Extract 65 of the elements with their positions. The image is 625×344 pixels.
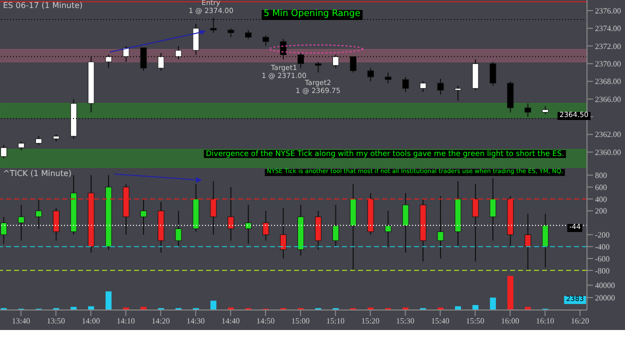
y-tick-label: 600 <box>595 182 607 192</box>
y-tick-label: 2360.00 <box>595 148 621 157</box>
x-tick-label: 14:00 <box>82 316 100 326</box>
x-tick-label: 14:30 <box>186 316 205 326</box>
candlestick <box>454 180 462 248</box>
y-tick-label: 2366.00 <box>595 94 621 104</box>
candlestick <box>35 198 42 230</box>
x-tick-label: 15:40 <box>431 316 450 326</box>
y-tick-label: 2372.00 <box>595 42 621 51</box>
y-tick-label: 400 <box>595 194 607 204</box>
y-tick-label: -200 <box>595 230 610 240</box>
x-tick-label: 15:20 <box>361 316 380 326</box>
x-tick-label: 14:20 <box>152 316 170 326</box>
y-tick-label: 800 <box>595 170 607 180</box>
y-tick-label: -400 <box>595 242 610 252</box>
bar <box>507 276 514 310</box>
candlestick <box>228 186 234 242</box>
y-tick-label: 2374.00 <box>595 24 621 34</box>
y-tick-label: 2376.00 <box>595 6 621 16</box>
candlestick <box>472 184 479 262</box>
candlestick <box>524 213 532 271</box>
bar <box>472 305 478 310</box>
x-tick-label: 14:50 <box>256 316 275 326</box>
y-tick-label: -600 <box>595 254 610 264</box>
y-tick-label: 2362.00 <box>595 130 621 140</box>
chart-title: ES 06-17 (1 Minute) <box>3 1 83 10</box>
x-tick-label: 15:00 <box>291 316 310 326</box>
x-tick-label: 15:10 <box>326 316 345 326</box>
y-tick-label: 20000 <box>595 293 615 302</box>
chart-title: ^TICK (1 Minute) <box>3 169 72 178</box>
y-tick-label: 40000 <box>595 281 615 290</box>
x-tick-label: 13:50 <box>46 316 66 326</box>
candlestick <box>298 204 304 256</box>
candlestick <box>245 204 252 244</box>
candlestick <box>18 204 24 242</box>
x-tick-label: 15:30 <box>396 316 414 326</box>
candlestick <box>210 180 217 236</box>
x-tick-label: 13:40 <box>12 316 30 326</box>
bar <box>210 300 216 310</box>
x-tick-label: 16:10 <box>536 316 554 326</box>
x-tick-label: 15:50 <box>466 316 484 326</box>
candlestick <box>542 213 549 268</box>
x-tick-label: 16:00 <box>501 316 520 326</box>
annotation: 5 Min Opening Range <box>262 9 362 20</box>
x-tick-label: 14:10 <box>116 316 135 326</box>
candlestick <box>280 207 287 260</box>
candlestick <box>88 174 94 254</box>
candlestick <box>402 76 409 92</box>
candlestick <box>262 210 270 242</box>
candlestick <box>402 192 409 254</box>
candlestick <box>158 201 164 254</box>
y-tick-label: 200 <box>595 206 607 216</box>
y-tick-label: 2368.00 <box>595 77 621 86</box>
candlestick <box>437 195 444 260</box>
x-tick-label: 16:20 <box>570 316 590 326</box>
y-tick-label: -800 <box>595 266 610 276</box>
y-tick-label: 2370.00 <box>595 60 621 69</box>
candlestick <box>140 198 147 236</box>
candlestick <box>384 210 392 248</box>
candlestick <box>350 184 356 271</box>
candlestick <box>490 178 496 242</box>
candlestick <box>0 216 7 244</box>
bar <box>106 291 112 310</box>
bar <box>490 298 496 310</box>
x-tick-label: 14:40 <box>221 316 240 326</box>
